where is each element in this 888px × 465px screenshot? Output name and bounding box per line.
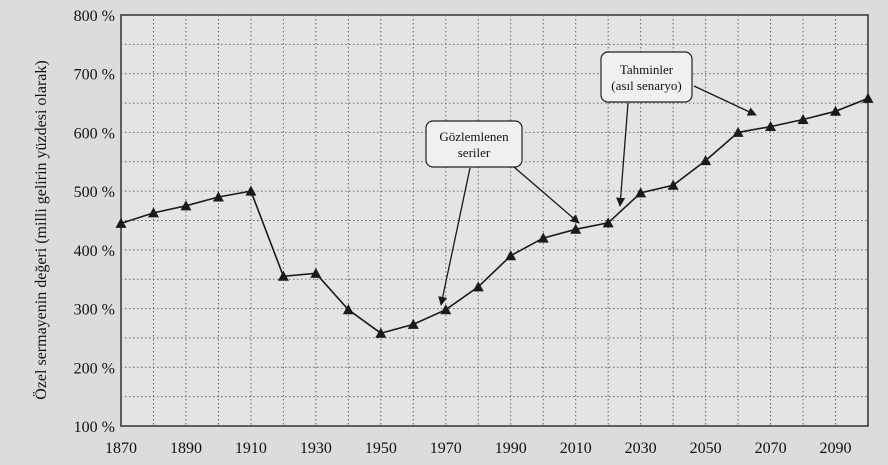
- x-tick-label: 1950: [365, 440, 397, 457]
- data-point: [342, 304, 354, 315]
- data-point: [375, 327, 387, 338]
- annotation-box: [425, 120, 523, 168]
- x-tick-label: 2090: [820, 440, 852, 457]
- y-tick-label: 700 %: [74, 67, 115, 84]
- data-point: [797, 114, 809, 125]
- data-point: [635, 187, 647, 198]
- y-tick-label: 600 %: [74, 125, 115, 142]
- data-point: [667, 179, 679, 190]
- data-point: [277, 270, 289, 281]
- annotation-arrow: [513, 166, 580, 224]
- annotation-text: Gözlemlenen: [439, 129, 509, 144]
- y-tick-label: 400 %: [74, 243, 115, 260]
- x-tick-label: 1870: [105, 440, 137, 457]
- annotation-arrow: [616, 102, 629, 207]
- data-point: [310, 267, 322, 278]
- data-point: [180, 200, 192, 211]
- data-point: [115, 217, 127, 228]
- data-point: [862, 92, 874, 103]
- series-line: [120, 97, 869, 335]
- x-axis: 1870 1890 1910 1930 1950 1970 1990 2010 2030 2050…: [105, 440, 852, 457]
- y-axis-label: Özel sermayenin değeri (milli gelirin yü…: [32, 60, 50, 399]
- y-tick-label: 300 %: [74, 302, 115, 319]
- data-point: [830, 105, 842, 116]
- annotation-arrow: [438, 167, 471, 306]
- data-point: [245, 185, 257, 196]
- data-point: [472, 281, 484, 292]
- y-tick-label: 800 %: [74, 8, 115, 25]
- annotation-text: Tahminler: [620, 62, 674, 77]
- data-point: [537, 232, 549, 243]
- annotation-text: seriler: [458, 145, 491, 160]
- data-point: [700, 155, 712, 166]
- data-point: [765, 121, 777, 132]
- data-point: [407, 318, 419, 329]
- x-tick-label: 1990: [495, 440, 527, 457]
- y-tick-label: 100 %: [74, 419, 115, 436]
- x-tick-label: 2010: [560, 440, 592, 457]
- y-tick-label: 500 %: [74, 184, 115, 201]
- annotation-text: (asıl senaryo): [611, 78, 681, 93]
- x-tick-label: 2050: [690, 440, 722, 457]
- data-point: [505, 250, 517, 261]
- y-axis: 100 % 200 % 300 % 400 % 500 % 600 % 700 % 800 %: [74, 8, 115, 436]
- annotation-arrow: [693, 85, 757, 116]
- x-tick-label: 1970: [430, 440, 462, 457]
- annotation-box: [600, 51, 693, 103]
- x-tick-label: 2030: [625, 440, 657, 457]
- data-point: [570, 223, 582, 234]
- series: [115, 92, 874, 338]
- data-point: [732, 126, 744, 137]
- x-tick-label: 1910: [235, 440, 267, 457]
- y-tick-label: 200 %: [74, 360, 115, 377]
- data-point: [147, 207, 159, 218]
- x-tick-label: 1930: [300, 440, 332, 457]
- data-point: [440, 304, 452, 315]
- data-point: [212, 191, 224, 202]
- x-tick-label: 2070: [755, 440, 787, 457]
- data-point: [602, 217, 614, 228]
- x-tick-label: 1890: [170, 440, 202, 457]
